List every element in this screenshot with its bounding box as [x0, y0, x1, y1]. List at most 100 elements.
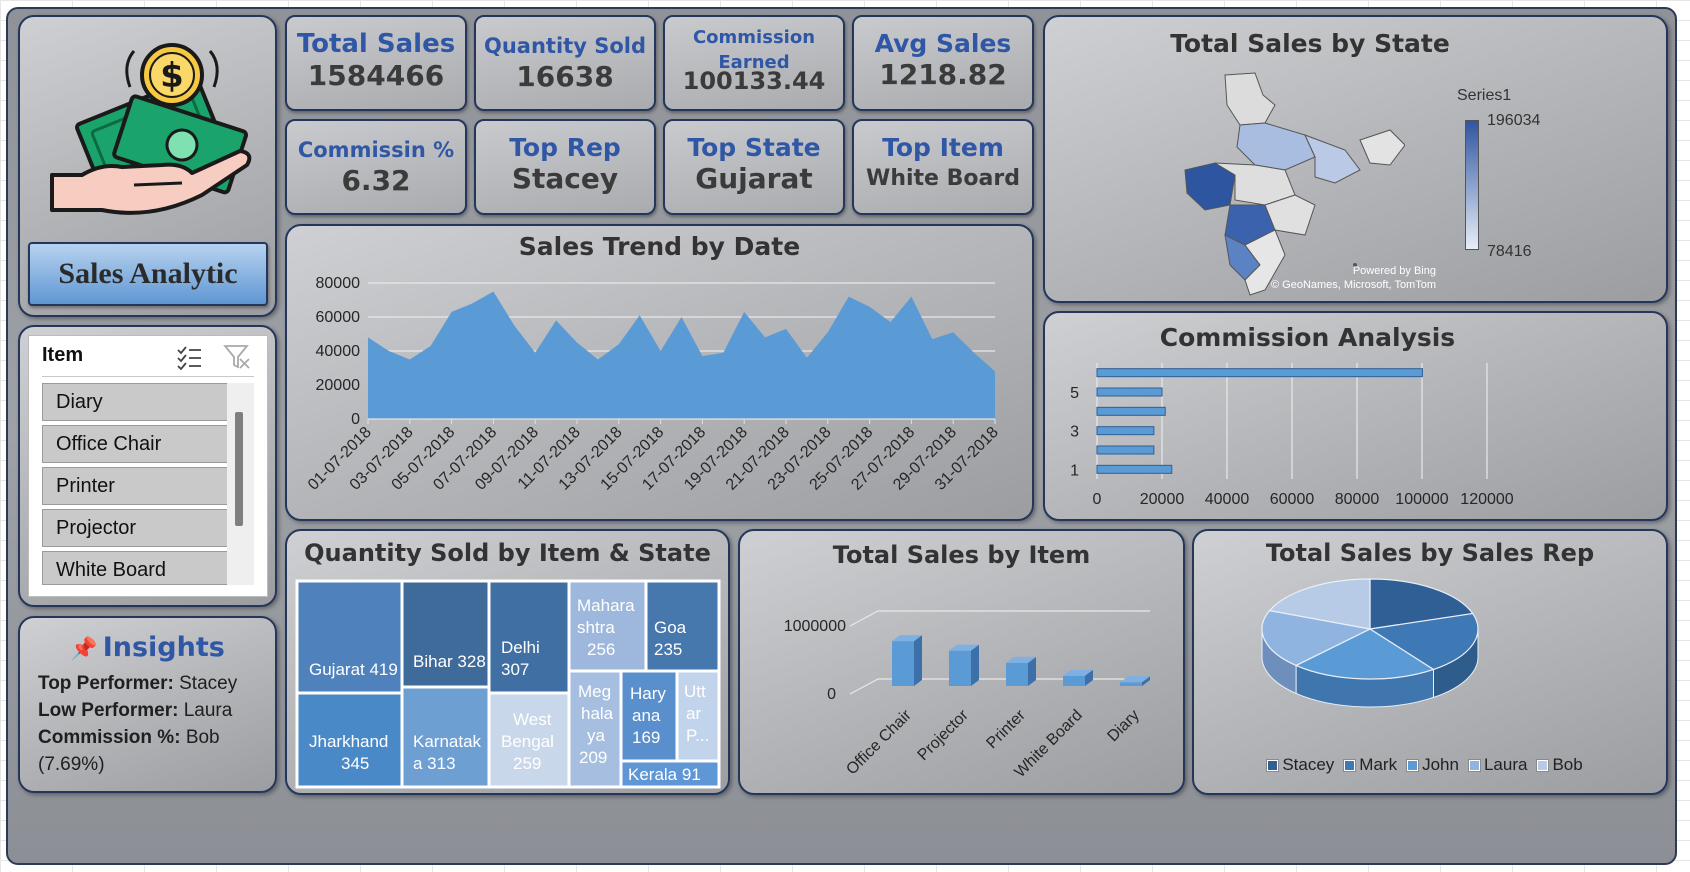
svg-text:$: $ — [160, 56, 184, 96]
legend-swatch — [1266, 758, 1280, 772]
y-tick-label: 1000000 — [784, 618, 846, 635]
x-tick-label: 120000 — [1460, 491, 1513, 508]
treemap-label: Meg — [578, 682, 611, 701]
treemap-label: Delhi — [501, 638, 540, 657]
item-bar-side — [1028, 656, 1036, 686]
commission-bar — [1096, 406, 1166, 416]
item-bar-side — [914, 635, 922, 686]
map-region-south — [1244, 229, 1286, 296]
map-islands — [1353, 263, 1357, 267]
treemap-cell — [567, 669, 623, 789]
commission-bar — [1096, 445, 1155, 455]
state-map-panel: Total Sales by State Series1 196034 7841… — [1043, 15, 1668, 303]
item-bar-top — [949, 644, 979, 651]
y-tick-label: 80000 — [316, 275, 361, 292]
legend-swatch — [1343, 758, 1357, 772]
y-tick-label: 3 — [1070, 424, 1079, 441]
y-tick-label: 60000 — [316, 309, 361, 326]
kpi-value: 6.32 — [341, 164, 411, 197]
kpi-quantity-sold: Quantity Sold 16638 — [474, 15, 656, 111]
item-bar-side — [971, 644, 979, 686]
treemap-label: ar — [686, 704, 701, 723]
kpi-value: 1218.82 — [879, 58, 1007, 91]
sales-by-rep-panel: Total Sales by Sales Rep Stacey Mark John L… — [1192, 529, 1668, 795]
map-region-northeast — [1359, 129, 1405, 166]
kpi-label: Top State — [687, 133, 821, 162]
legend-item: Laura — [1467, 755, 1527, 775]
treemap-label: Goa — [654, 618, 687, 637]
kpi-value: 100133.44 — [682, 67, 826, 95]
commission-bar — [1096, 387, 1163, 397]
slicer-scrollbar-thumb[interactable] — [235, 412, 243, 526]
item-bar — [1120, 682, 1142, 686]
y-tick-label: 0 — [827, 686, 836, 703]
y-tick-label: 40000 — [316, 343, 361, 360]
chart-title: Total Sales by Sales Rep — [1265, 539, 1595, 567]
kpi-avg-sales: Avg Sales 1218.82 — [852, 15, 1034, 111]
pie-slice — [1369, 578, 1474, 630]
map-region-southeast — [1264, 194, 1316, 236]
treemap-cell — [619, 759, 721, 789]
slicer-item-white-board[interactable]: White Board — [42, 551, 233, 585]
sales-trend-panel: Sales Trend by Date 0 20000 40000 60000 8000… — [285, 224, 1034, 521]
y-tick-label: 5 — [1070, 385, 1079, 402]
multi-select-icon[interactable] — [175, 344, 203, 370]
kpi-label: Commissin % — [297, 138, 455, 162]
treemap-cell — [295, 691, 404, 789]
insights-title: Insights — [102, 632, 225, 663]
insight-top-performer: Top Performer: Stacey — [38, 673, 238, 694]
insight-commission: Commission %: Bob (7.69%) — [38, 727, 220, 775]
slicer-item-office-chair[interactable]: Office Chair — [42, 425, 233, 463]
item-bar-top — [1120, 676, 1150, 683]
map-legend-gradient — [1465, 120, 1479, 250]
clear-filter-icon[interactable] — [223, 344, 251, 370]
kpi-value: 16638 — [516, 60, 614, 93]
pie-slice — [1294, 628, 1435, 680]
kpi-value: White Board — [866, 166, 1020, 191]
legend-swatch — [1467, 758, 1481, 772]
pie-legend: Stacey Mark John Laura Bob — [1194, 755, 1666, 775]
treemap-label: Mahara — [577, 596, 635, 615]
insight-low-performer: Low Performer: Laura — [38, 700, 233, 721]
kpi-label: Top Item — [882, 133, 1004, 162]
kpi-top-state: Top State Gujarat — [663, 119, 845, 215]
legend-item: Stacey — [1266, 755, 1334, 775]
treemap-label: 256 — [587, 640, 615, 659]
money-hand-icon: $ — [50, 43, 252, 215]
treemap-label: Utt — [684, 682, 706, 701]
brand-title: Sales Analytic — [58, 257, 238, 290]
chart-title: Total Sales by Item — [832, 541, 1091, 569]
treemap-label: Karnatak — [413, 732, 482, 751]
treemap-label: 307 — [501, 660, 529, 679]
x-tick-label: 20000 — [1140, 491, 1185, 508]
kpi-commission-earned: Commission Earned 100133.44 — [663, 15, 845, 111]
slicer-title: Item — [42, 344, 84, 366]
map-region-north — [1224, 72, 1276, 126]
item-bar-top — [892, 635, 922, 642]
legend-label: John — [1422, 755, 1459, 774]
slicer-item-printer[interactable]: Printer — [42, 467, 233, 505]
x-tick-label: Office Chair — [843, 706, 915, 778]
treemap-label: West — [513, 710, 552, 729]
x-tick-label: Printer — [983, 706, 1029, 752]
insights-body: Top Performer: Stacey Low Performer: Lau… — [38, 670, 268, 778]
slicer-item-diary[interactable]: Diary — [42, 383, 233, 421]
floor-line — [849, 678, 1150, 695]
kpi-value: 1584466 — [307, 59, 445, 92]
slicer-item-projector[interactable]: Projector — [42, 509, 233, 547]
legend-item: Mark — [1343, 755, 1397, 775]
item-bar-top — [1006, 656, 1036, 663]
y-tick-label: 0 — [351, 411, 360, 428]
treemap-label: P... — [686, 726, 709, 745]
x-tick-label: Projector — [915, 706, 973, 764]
legend-swatch — [1536, 758, 1550, 772]
map-legend-min: 78416 — [1487, 243, 1532, 260]
item-bar-side — [1142, 676, 1150, 686]
kpi-label: Total Sales — [296, 29, 456, 59]
treemap-label: 235 — [654, 640, 682, 659]
sales-by-rep-pie — [1261, 578, 1479, 708]
commission-bar — [1096, 464, 1173, 474]
kpi-commission-pct: Commissin % 6.32 — [285, 119, 467, 215]
treemap-label: 209 — [579, 748, 607, 767]
kpi-label: Commission Earned — [692, 27, 816, 73]
